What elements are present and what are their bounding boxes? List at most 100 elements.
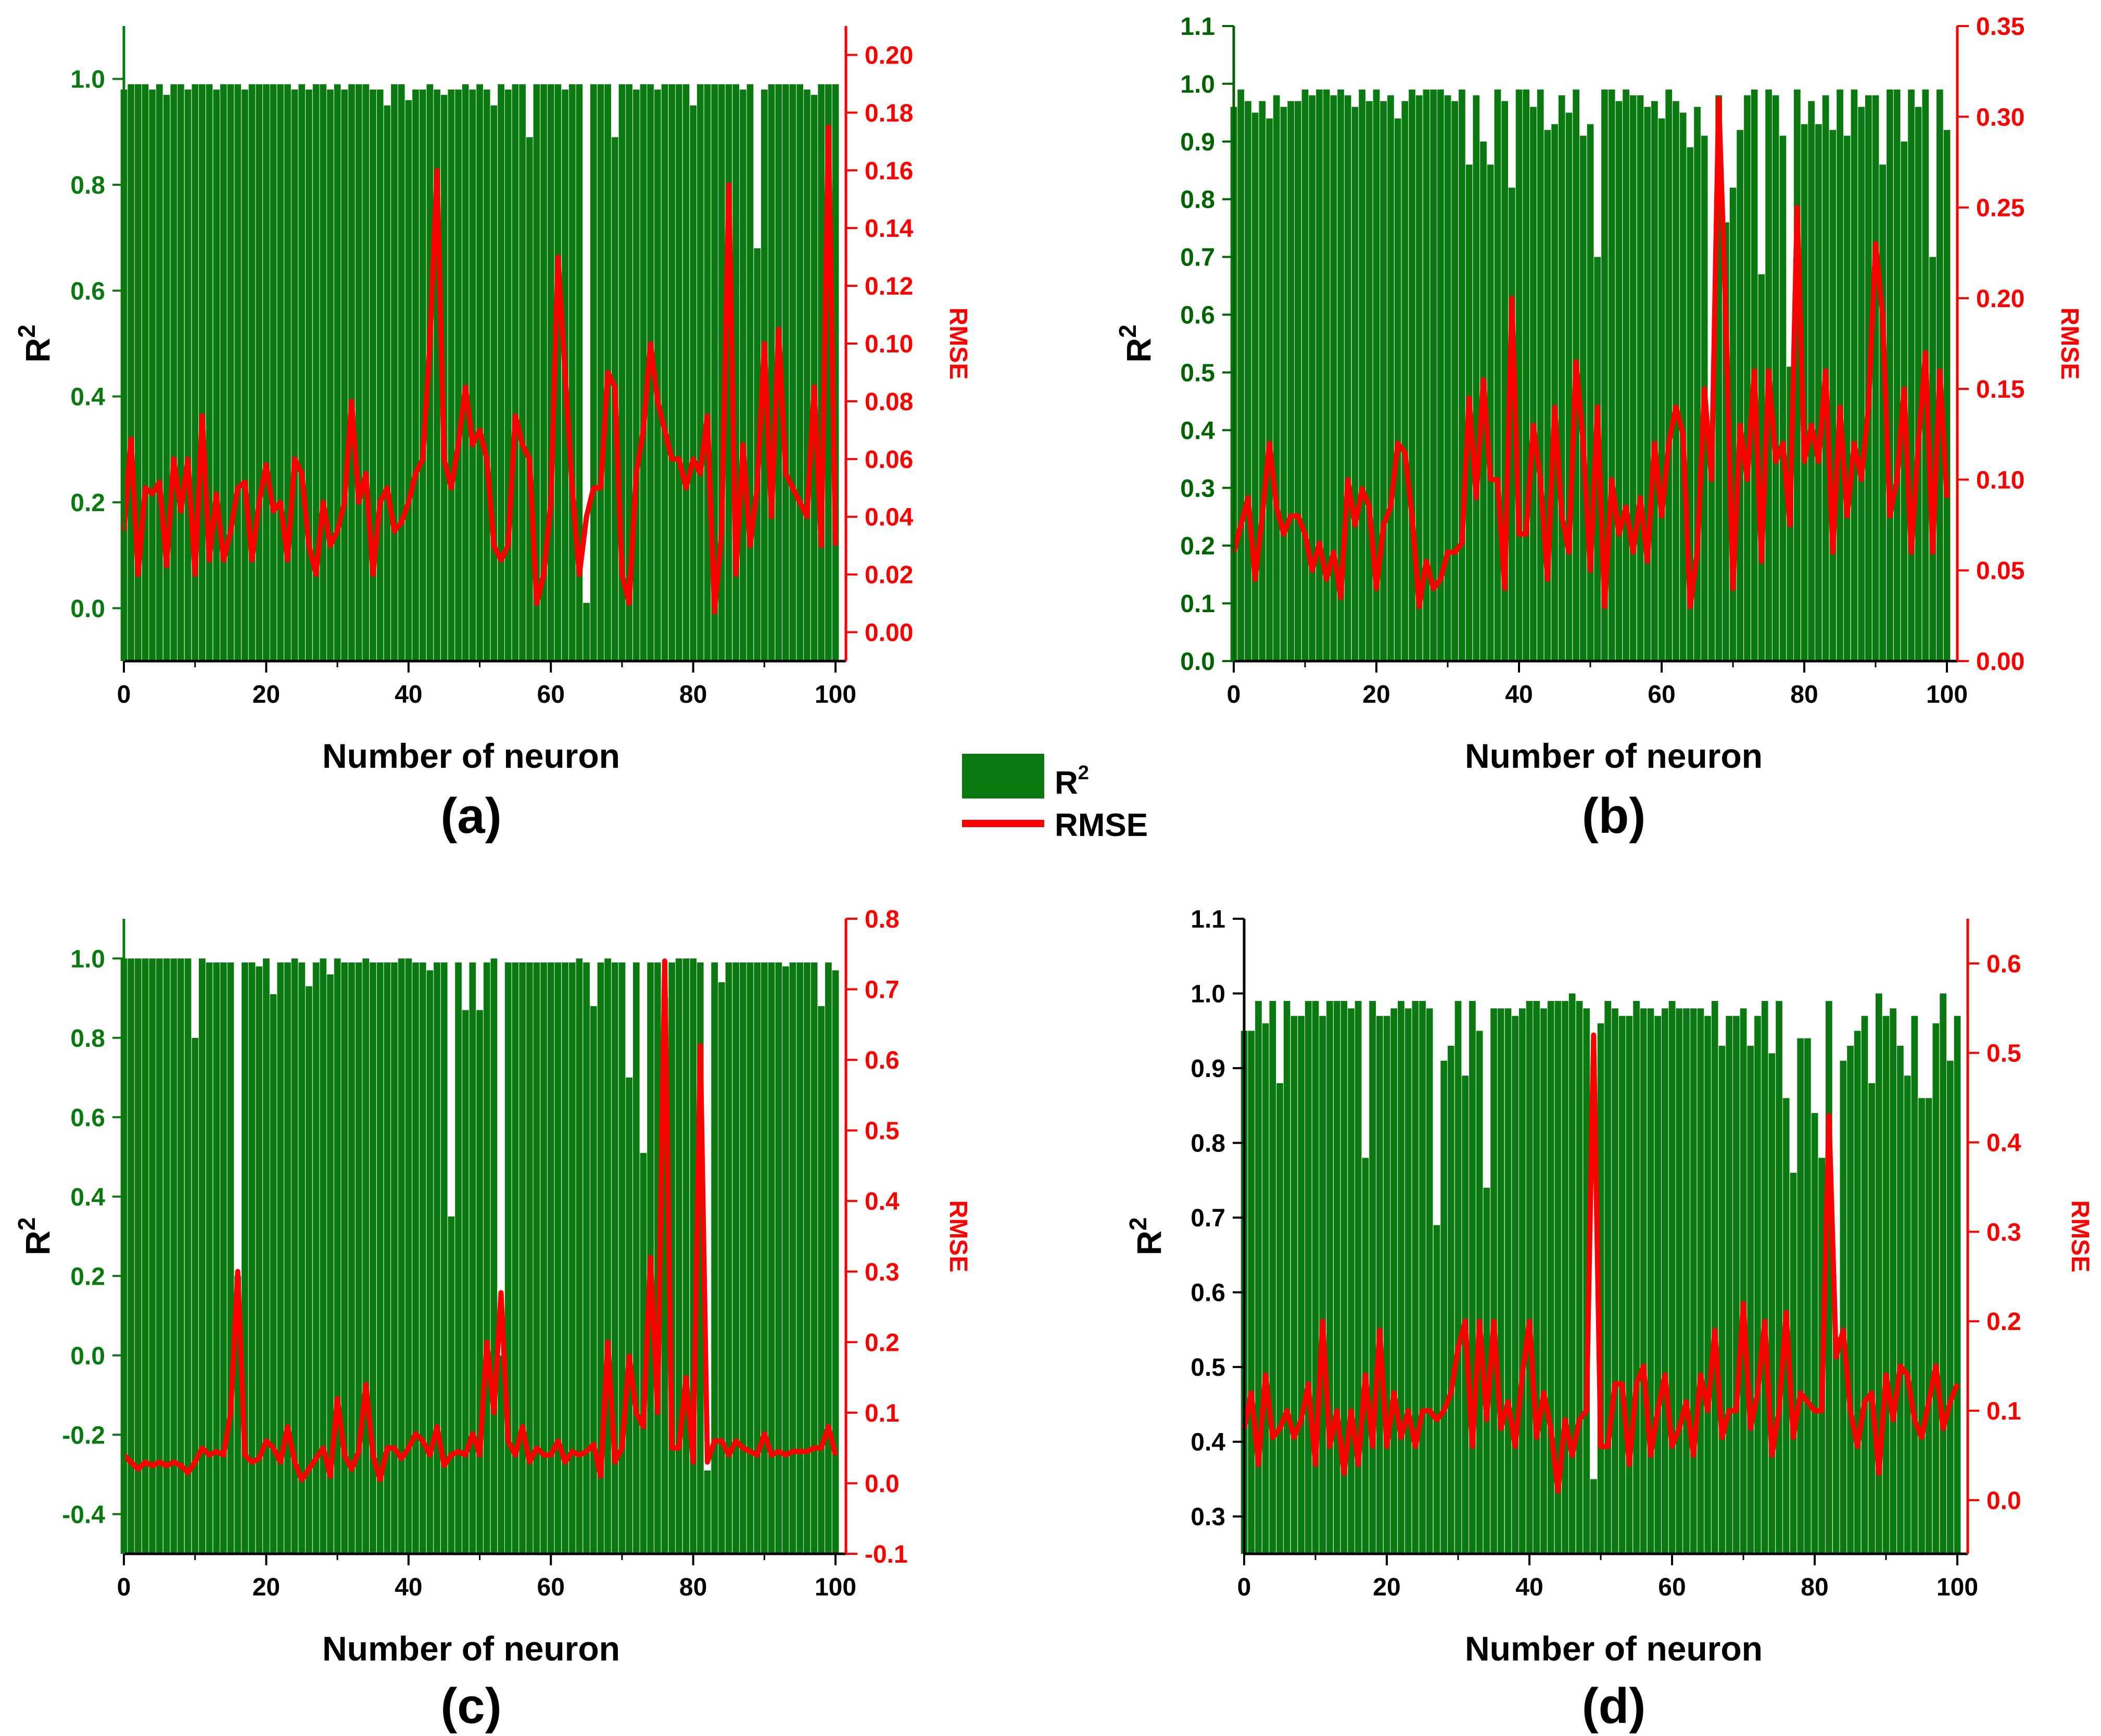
x-tick-label: 80	[679, 1574, 707, 1601]
left-tick-label: 0.0	[70, 595, 105, 623]
panel-d: 0 20 40 60 80 100 0.3 0.4 0.5 0.6 0.7 0.8 0.9 1.0 1.1 0…	[1124, 906, 2094, 1734]
r2-bar	[1683, 1008, 1690, 1554]
r2-bar	[270, 994, 277, 1554]
r2-bar	[1851, 90, 1858, 661]
r2-bar	[469, 962, 476, 1554]
r2-bar	[412, 962, 419, 1554]
r2-bar	[1316, 90, 1323, 661]
left-tick-label: 0.4	[70, 1184, 105, 1211]
x-tick-label: 0	[1237, 1574, 1251, 1601]
r2-bar	[1437, 90, 1444, 661]
r2-bar	[256, 966, 263, 1554]
r2-bar	[1704, 1016, 1711, 1554]
r2-bar	[718, 982, 725, 1554]
rmse-line-b	[1231, 96, 1950, 610]
r2-bar	[1708, 436, 1715, 661]
r2-bar	[1843, 135, 1851, 661]
x-axis-title: Number of neuron	[322, 737, 620, 775]
left-tick-label: 0.8	[1191, 1130, 1225, 1158]
r2-bar	[128, 84, 134, 661]
left-tick-label: 1.1	[1191, 906, 1225, 933]
rmse-line-a	[121, 124, 838, 615]
r2-bar	[462, 84, 469, 661]
right-tick-label: 0.00	[865, 619, 913, 647]
r2-bar	[632, 90, 640, 661]
r2-bar	[604, 958, 611, 1554]
r2-bar	[1623, 90, 1629, 661]
r2-bar	[170, 958, 178, 1554]
r2-bar	[1618, 1016, 1626, 1554]
r2-bar	[341, 962, 348, 1554]
r2-bar	[1554, 1000, 1562, 1554]
r2-bar	[1415, 95, 1423, 662]
r2-bar	[1872, 95, 1879, 662]
r2-bar	[284, 84, 291, 661]
r2-bar	[1565, 112, 1573, 661]
r2-bar	[156, 958, 163, 1554]
r2-bar	[1530, 107, 1537, 661]
r2-bar	[768, 84, 775, 661]
x-tick-label: 100	[1937, 1574, 1978, 1601]
r2-bar	[327, 90, 334, 661]
r2-bar	[334, 84, 341, 661]
r2-bar	[1423, 90, 1430, 661]
right-tick-label: 0.6	[1986, 951, 2021, 978]
r2-bar	[1283, 1000, 1290, 1554]
r2-bar	[1911, 1016, 1918, 1554]
legend: R2 RMSE	[962, 754, 1148, 843]
r2-bar	[483, 962, 490, 1554]
r2-bar	[320, 84, 327, 661]
r2-bar	[1615, 101, 1623, 662]
r2-bar	[426, 970, 434, 1554]
x-tick-label: 60	[537, 681, 565, 708]
r2-bar	[469, 90, 476, 661]
r2-bar	[455, 962, 462, 1554]
rmse-line-d	[1242, 1032, 1960, 1494]
r2-bar	[1537, 90, 1544, 661]
r2-bar	[1290, 1016, 1298, 1554]
r2-bar	[1858, 107, 1865, 661]
r2-bar	[163, 958, 170, 1554]
r2-bar	[1747, 1046, 1754, 1554]
right-tick-label: 0.7	[865, 977, 900, 1004]
y-right-axis-title: RMSE	[2056, 308, 2083, 380]
legend-r2-superscript: 2	[1078, 762, 1089, 784]
r2-bar	[1829, 130, 1837, 662]
r2-bar	[227, 84, 234, 661]
right-tick-label: 0.30	[1976, 104, 2024, 131]
r2-bar	[1473, 95, 1480, 662]
r2-bar	[597, 84, 604, 661]
r2-bar	[1412, 1000, 1419, 1554]
y-right-axis-title: RMSE	[2066, 1200, 2094, 1273]
r2-bar	[1744, 95, 1751, 662]
r2-bar	[1676, 1008, 1682, 1554]
r2-bar	[1876, 993, 1882, 1554]
r2-bar	[1651, 101, 1658, 662]
x-tick-label: 40	[1515, 1574, 1543, 1601]
r2-bar	[590, 84, 597, 661]
y-left-title-base: R	[1119, 338, 1158, 363]
r2-bar	[405, 100, 412, 661]
r2-bar	[811, 95, 818, 662]
left-tick-label: 0.9	[1191, 1055, 1225, 1083]
r2-bar	[1497, 1008, 1504, 1554]
r2-bar	[277, 84, 284, 661]
r2-bar	[1333, 1000, 1340, 1554]
r2-bar	[1330, 95, 1337, 662]
right-tick-label: 0.8	[865, 906, 900, 933]
r2-bar	[1629, 95, 1637, 662]
r2-bar	[654, 90, 661, 661]
r2-bar	[1526, 1000, 1533, 1554]
left-tick-label: 0.7	[1180, 244, 1215, 272]
left-tick-label: 0.3	[1191, 1503, 1225, 1531]
r2-bar	[1854, 1031, 1861, 1554]
r2-bar	[1954, 1016, 1961, 1554]
r2-bar	[590, 1006, 597, 1554]
r2-bar	[583, 962, 590, 1554]
r2-bar	[576, 958, 583, 1554]
r2-bar	[291, 958, 298, 1554]
r2-bar	[178, 958, 184, 1554]
r2-bar	[199, 84, 206, 661]
r2-bar	[526, 962, 533, 1554]
r2-bar	[540, 84, 547, 661]
